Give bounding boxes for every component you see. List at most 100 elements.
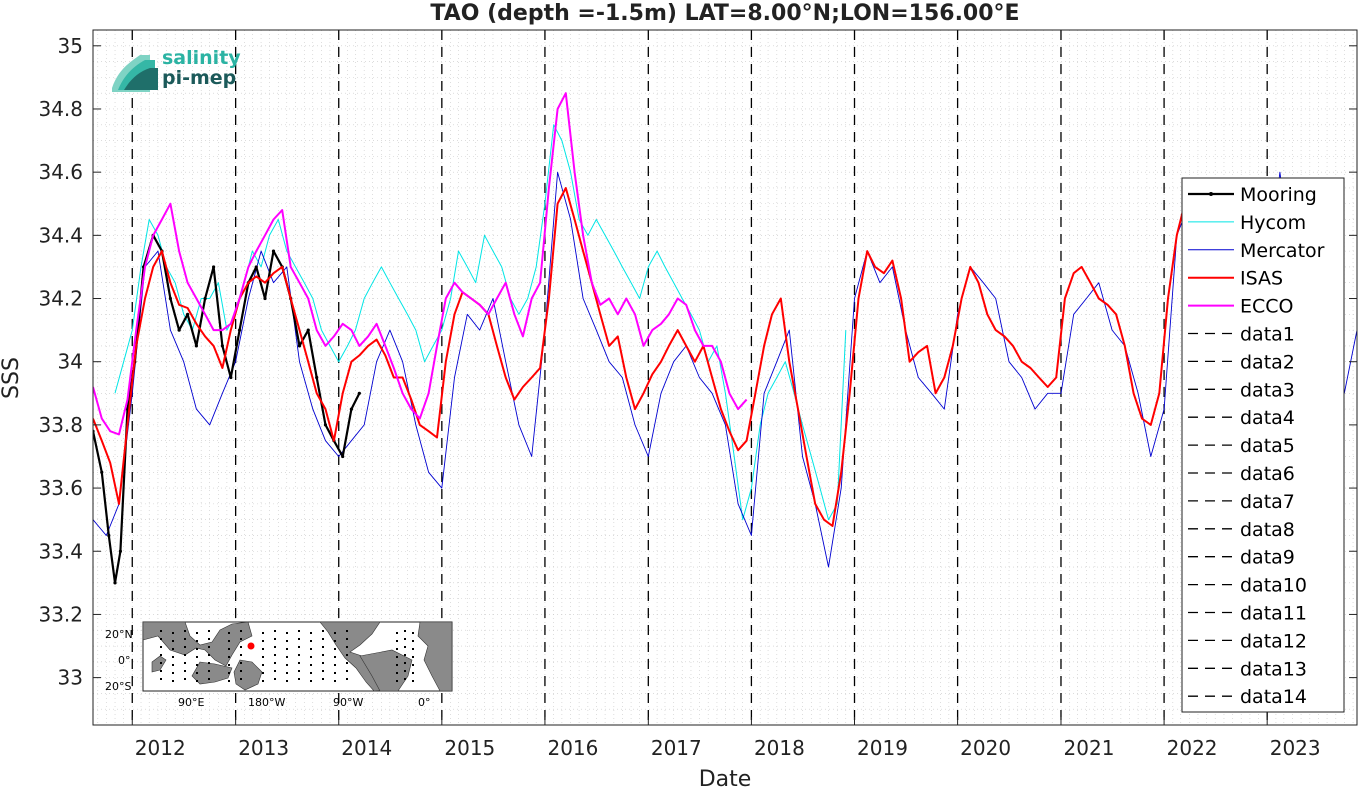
buoy-dot [184, 662, 186, 664]
x-tick-label: 2022 [1167, 736, 1218, 760]
x-tick-label: 2017 [651, 736, 702, 760]
mooring-point [229, 375, 233, 380]
legend-label-data9: data9 [1240, 547, 1295, 569]
mooring-point [100, 470, 104, 474]
buoy-dot [262, 672, 264, 674]
buoy-dot [228, 656, 230, 658]
buoy-dot [310, 656, 312, 658]
mooring-point [323, 423, 328, 427]
buoy-dot [404, 678, 406, 680]
x-tick-label: 2018 [754, 736, 805, 760]
inset-lat-label-equator: 0° [118, 654, 131, 667]
buoy-dot [160, 670, 162, 672]
y-tick-label: 35 [58, 34, 83, 58]
buoy-dot [228, 632, 230, 634]
legend-label-data2: data2 [1240, 351, 1295, 373]
buoy-dot [172, 640, 174, 642]
buoy-dot [172, 656, 174, 658]
x-axis-label: Date [699, 767, 752, 790]
buoy-dot [404, 654, 406, 656]
x-tick-label: 2016 [547, 736, 598, 760]
series-line-mercator [93, 171, 1357, 568]
buoy-dot [184, 670, 186, 672]
buoy-dot [286, 672, 288, 674]
x-tick-label: 2013 [238, 736, 289, 760]
buoy-dot [160, 646, 162, 648]
buoy-dot [208, 654, 210, 656]
mooring-point [220, 344, 224, 348]
mooring-point [315, 375, 319, 380]
buoy-dot [412, 656, 414, 658]
x-tick-label: 2023 [1270, 736, 1321, 760]
buoy-dot [184, 638, 186, 640]
buoy-dot [322, 654, 324, 656]
legend-label-data6: data6 [1240, 463, 1295, 485]
mooring-array-dots [160, 630, 414, 682]
y-tick-label: 33.6 [38, 476, 83, 500]
legend-label-data14: data14 [1240, 686, 1307, 708]
buoy-dot [196, 680, 198, 682]
y-tick-label: 34.6 [38, 160, 83, 184]
buoy-dot [172, 680, 174, 682]
buoy-dot [396, 664, 398, 666]
mooring-point [341, 454, 345, 459]
legend-label-data8: data8 [1240, 519, 1295, 541]
buoy-dot [208, 630, 210, 632]
chart-title: TAO (depth =-1.5m) LAT=8.00°N;LON=156.00… [430, 1, 1019, 26]
mooring-point [237, 328, 242, 332]
mooring-point [263, 296, 267, 301]
buoy-dot [274, 630, 276, 632]
buoy-dot [240, 654, 242, 656]
legend-label-mooring: Mooring [1240, 184, 1317, 206]
legend-label-data12: data12 [1240, 630, 1307, 652]
buoy-dot [228, 648, 230, 650]
buoy-dot [298, 638, 300, 640]
mooring-point [194, 344, 198, 348]
buoy-dot [310, 664, 312, 666]
buoy-dot [396, 680, 398, 682]
buoy-dot [396, 648, 398, 650]
buoy-dot [262, 632, 264, 634]
buoy-dot [346, 630, 348, 632]
buoy-dot [310, 672, 312, 674]
buoy-dot [160, 638, 162, 640]
buoy-dot [286, 680, 288, 682]
legend-label-data1: data1 [1240, 324, 1295, 346]
buoy-dot [334, 664, 336, 666]
buoy-dot [298, 654, 300, 656]
logo-waves-icon [112, 55, 158, 92]
mooring-point [177, 328, 181, 332]
y-tick-label: 33.8 [38, 413, 83, 437]
mooring-point [297, 344, 302, 348]
inset-lat-label-south: 20°S [105, 680, 131, 693]
buoy-dot [196, 632, 198, 634]
buoy-dot [298, 662, 300, 664]
buoy-dot [346, 654, 348, 656]
legend-label-data7: data7 [1240, 491, 1295, 513]
buoy-dot [228, 664, 230, 666]
buoy-dot [412, 672, 414, 674]
legend: Mooring Hycom Mercator ISAS ECCO data1 data2 da… [1181, 177, 1345, 713]
logo-line2: pi-mep [162, 67, 236, 89]
buoy-dot [160, 630, 162, 632]
mooring-point [107, 533, 111, 538]
buoy-dot [240, 670, 242, 672]
buoy-dot [274, 638, 276, 640]
legend-dot [1209, 192, 1213, 196]
buoy-dot [196, 672, 198, 674]
y-tick-label: 34.4 [38, 223, 83, 247]
buoy-dot [298, 646, 300, 648]
mooring-point [349, 407, 354, 411]
legend-label-isas: ISAS [1240, 268, 1283, 290]
buoy-dot [286, 664, 288, 666]
legend-label-data10: data10 [1240, 575, 1307, 597]
inset-lon-label-90w: 90°W [333, 696, 363, 709]
x-axis-ticks: 2012 2013 2014 2015 2016 2017 2018 2019 2020 2021… [131, 717, 1321, 760]
inset-lon-label-0: 0° [418, 696, 431, 709]
logo-line1: salinity [162, 47, 241, 69]
x-tick-label: 2014 [341, 736, 392, 760]
buoy-dot [160, 654, 162, 656]
buoy-dot [412, 640, 414, 642]
buoy-dot [310, 648, 312, 650]
buoy-dot [334, 680, 336, 682]
